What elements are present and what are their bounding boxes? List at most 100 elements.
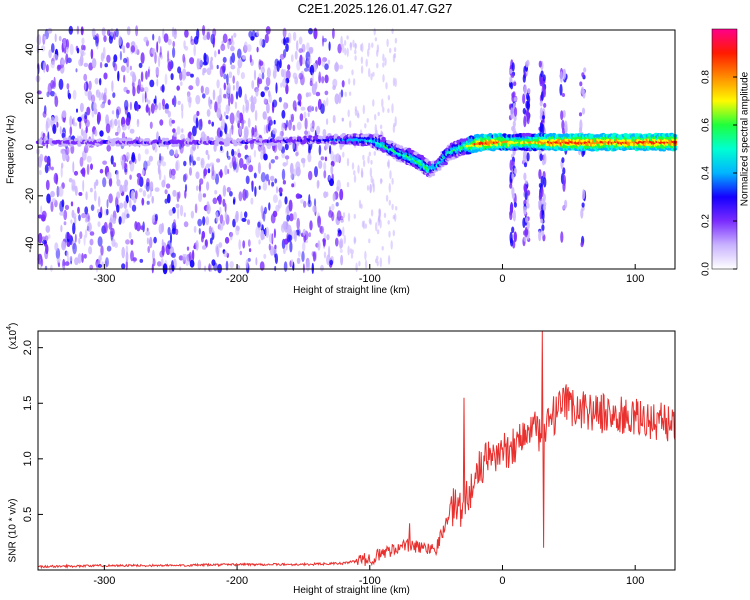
heatmap-cell [323, 191, 328, 199]
heatmap-cell [301, 57, 306, 65]
heatmap-cell [231, 148, 235, 157]
heatmap-cell [116, 179, 121, 187]
heatmap-cell [129, 159, 135, 172]
heatmap-cell [229, 127, 232, 139]
heatmap-cell [112, 92, 116, 98]
heatmap-cell [235, 225, 240, 236]
heatmap-cell [181, 68, 187, 80]
heatmap-cell [142, 93, 144, 103]
heatmap-cell [195, 185, 199, 191]
heatmap-cell [343, 39, 347, 46]
heatmap-cell [231, 52, 236, 64]
heatmap-cell [54, 33, 57, 43]
heatmap-cell [342, 212, 346, 218]
heatmap-cell [229, 112, 235, 125]
heatmap-cell [121, 45, 126, 50]
heatmap-cell [106, 208, 109, 216]
heatmap-cell [115, 131, 119, 136]
heatmap-cell [214, 190, 218, 195]
heatmap-cell [294, 143, 298, 152]
heatmap-cell [281, 122, 285, 132]
heatmap-cell [362, 104, 365, 115]
heatmap-cell [248, 248, 252, 253]
heatmap-cell [539, 114, 543, 121]
heatmap-cell [339, 240, 343, 250]
heatmap-cell [332, 115, 336, 124]
heatmap-cell [132, 86, 136, 97]
heatmap-cell [162, 104, 166, 110]
heatmap-cell [182, 53, 186, 63]
heatmap-cell [178, 191, 181, 199]
heatmap-cell [158, 35, 161, 44]
heatmap-cell [198, 228, 201, 235]
heatmap-cell [312, 205, 317, 213]
heatmap-cell [378, 215, 381, 223]
heatmap-cell [110, 142, 116, 147]
heatmap-cell [336, 179, 341, 191]
heatmap-cell [513, 81, 517, 87]
heatmap-cell [292, 168, 298, 177]
heatmap-cell [106, 144, 111, 152]
heatmap-cell [253, 69, 257, 81]
heatmap-cell [167, 38, 172, 46]
heatmap-cell [126, 213, 130, 219]
heatmap-cell [540, 175, 544, 186]
heatmap-cell [59, 126, 62, 134]
heatmap-cell [227, 40, 230, 50]
heatmap-cell [53, 54, 59, 61]
heatmap-x-tick-label: -200 [226, 273, 248, 285]
heatmap-cell [263, 153, 268, 161]
heatmap-cell [232, 218, 236, 228]
heatmap-cell [125, 151, 130, 161]
heatmap-cell [287, 64, 291, 71]
snr-y-tick-label: 1.5 [22, 396, 34, 411]
heatmap-cell [339, 249, 343, 253]
heatmap-cell [69, 255, 73, 262]
heatmap-cell [382, 106, 385, 113]
heatmap-cell [543, 153, 547, 165]
heatmap-cell [108, 222, 113, 230]
heatmap-cell [211, 232, 215, 241]
heatmap-cell [539, 100, 543, 107]
heatmap-cell [202, 93, 206, 99]
heatmap-cell [72, 89, 77, 100]
heatmap-cell [346, 182, 350, 188]
heatmap-cell [355, 262, 358, 273]
heatmap-cell [100, 103, 105, 109]
heatmap-cell [208, 96, 211, 107]
heatmap-cell [329, 145, 332, 155]
heatmap-cell [523, 115, 527, 128]
heatmap-cell [118, 35, 122, 47]
heatmap-cell [247, 239, 251, 247]
heatmap-cell [250, 197, 254, 205]
heatmap-cell [116, 191, 121, 199]
heatmap-cell [281, 109, 286, 119]
heatmap-cell [153, 98, 157, 104]
heatmap-cell [154, 144, 158, 153]
heatmap-cell [216, 108, 222, 119]
heatmap-cell [70, 144, 75, 154]
heatmap-cell [251, 180, 254, 187]
heatmap-cell [562, 174, 567, 186]
heatmap-cell [542, 86, 547, 98]
heatmap-cell [387, 108, 390, 113]
heatmap-cell [75, 68, 78, 73]
heatmap-cell [285, 43, 289, 52]
heatmap-cell [329, 259, 334, 266]
heatmap-cell [129, 174, 132, 180]
heatmap-cell [240, 72, 245, 80]
heatmap-cell [224, 165, 228, 176]
heatmap-cell [351, 162, 355, 170]
heatmap-cell [204, 168, 208, 176]
heatmap-cell [108, 177, 113, 187]
heatmap-cell [314, 166, 318, 178]
heatmap-cell [76, 108, 78, 113]
heatmap-cell [228, 71, 233, 79]
heatmap-cell [241, 117, 244, 130]
snr-frame [37, 330, 676, 571]
heatmap-cell [254, 109, 258, 122]
heatmap-cell [222, 33, 228, 44]
heatmap-cell [328, 175, 331, 181]
heatmap-cell [245, 175, 250, 185]
heatmap-cell [541, 198, 545, 205]
